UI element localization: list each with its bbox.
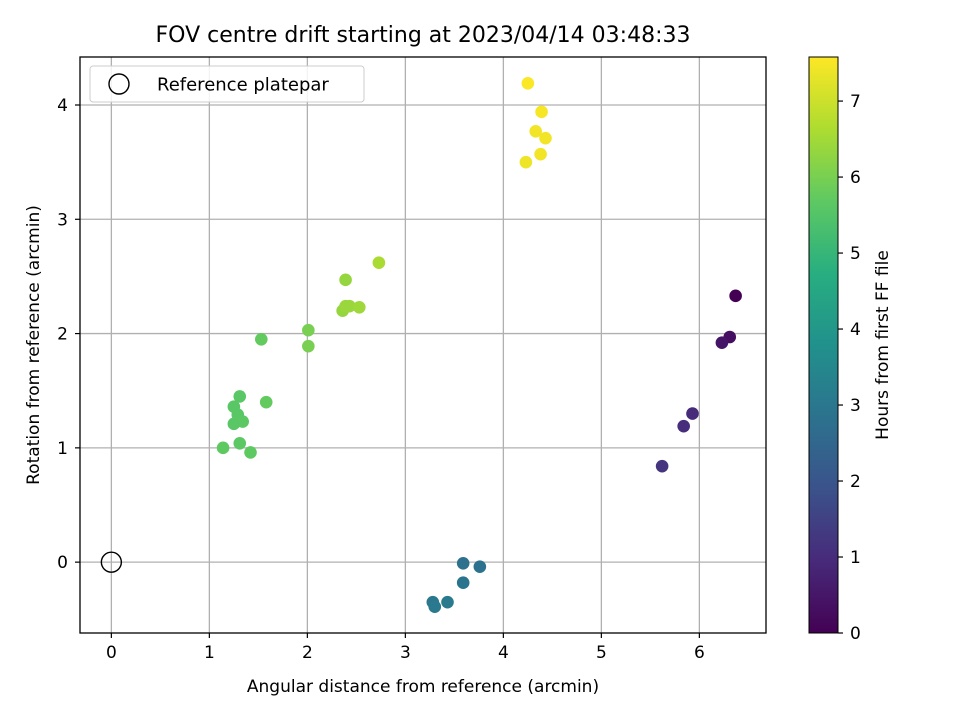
- colorbar-tick-label: 2: [850, 472, 861, 492]
- data-point: [729, 289, 742, 303]
- data-point: [473, 560, 487, 574]
- data-point: [655, 459, 669, 473]
- colorbar-tick-label: 1: [850, 548, 861, 568]
- x-tick-label: 3: [400, 643, 411, 663]
- y-axis-label: Rotation from reference (arcmin): [24, 205, 44, 485]
- colorbar-tick-label: 7: [850, 92, 861, 112]
- data-point: [339, 273, 352, 287]
- y-tick-label: 1: [57, 439, 68, 459]
- legend: Reference platepar: [89, 65, 365, 103]
- x-tick-label: 0: [106, 643, 117, 663]
- x-tick-label: 6: [694, 643, 705, 663]
- plot-area-frame: [79, 56, 767, 634]
- data-point: [535, 105, 548, 119]
- data-point: [456, 576, 470, 590]
- data-point: [715, 336, 729, 350]
- grid-lines: [80, 57, 766, 633]
- legend-marker-reference: [108, 73, 130, 95]
- colorbar-tick-label: 4: [850, 320, 861, 340]
- scatter-points: [100, 76, 742, 614]
- legend-frame: [89, 65, 365, 103]
- colorbar-tick-label: 5: [850, 244, 861, 264]
- data-point: [534, 147, 547, 161]
- data-point: [216, 441, 230, 455]
- data-point: [372, 256, 386, 270]
- data-point: [519, 155, 533, 169]
- data-point: [227, 417, 241, 431]
- colorbar: 0 1 2 3 4 5 6 7 Hours from first FF file: [808, 56, 893, 644]
- colorbar-gradient: [808, 56, 839, 634]
- data-point: [259, 395, 273, 409]
- data-point: [302, 339, 315, 353]
- x-tick-label: 4: [498, 643, 509, 663]
- data-point: [353, 300, 366, 314]
- y-tick-label: 0: [57, 553, 68, 573]
- colorbar-tick-label: 6: [850, 168, 861, 188]
- data-point: [539, 131, 552, 145]
- y-axis-ticks: 0 1 2 3 4: [57, 96, 80, 573]
- x-tick-label: 1: [204, 643, 215, 663]
- data-point: [343, 299, 356, 313]
- data-point: [233, 390, 247, 403]
- colorbar-label: Hours from first FF file: [873, 250, 893, 440]
- x-axis-ticks: 0 1 2 3 4 5 6: [106, 633, 705, 663]
- data-point: [677, 419, 690, 433]
- legend-label-reference: Reference platepar: [157, 75, 329, 96]
- x-axis-label: Angular distance from reference (arcmin): [247, 677, 599, 697]
- colorbar-tick-label: 3: [850, 396, 861, 416]
- y-tick-label: 3: [57, 210, 68, 230]
- data-point: [521, 76, 535, 90]
- chart-title: FOV centre drift starting at 2023/04/14 …: [156, 23, 691, 48]
- data-point: [686, 407, 699, 420]
- data-point: [428, 600, 442, 614]
- data-point: [441, 595, 454, 609]
- data-point: [244, 446, 257, 459]
- y-tick-label: 2: [57, 325, 68, 345]
- x-tick-label: 5: [596, 643, 607, 663]
- reference-point-marker: [100, 551, 123, 573]
- data-point: [529, 124, 542, 138]
- data-point: [302, 323, 315, 337]
- colorbar-tick-label: 0: [850, 624, 861, 644]
- data-point: [254, 332, 268, 346]
- y-tick-label: 4: [57, 96, 68, 116]
- x-tick-label: 2: [302, 643, 313, 663]
- data-point: [233, 436, 247, 450]
- colorbar-ticks: 0 1 2 3 4 5 6 7: [838, 92, 861, 644]
- data-point: [456, 556, 470, 570]
